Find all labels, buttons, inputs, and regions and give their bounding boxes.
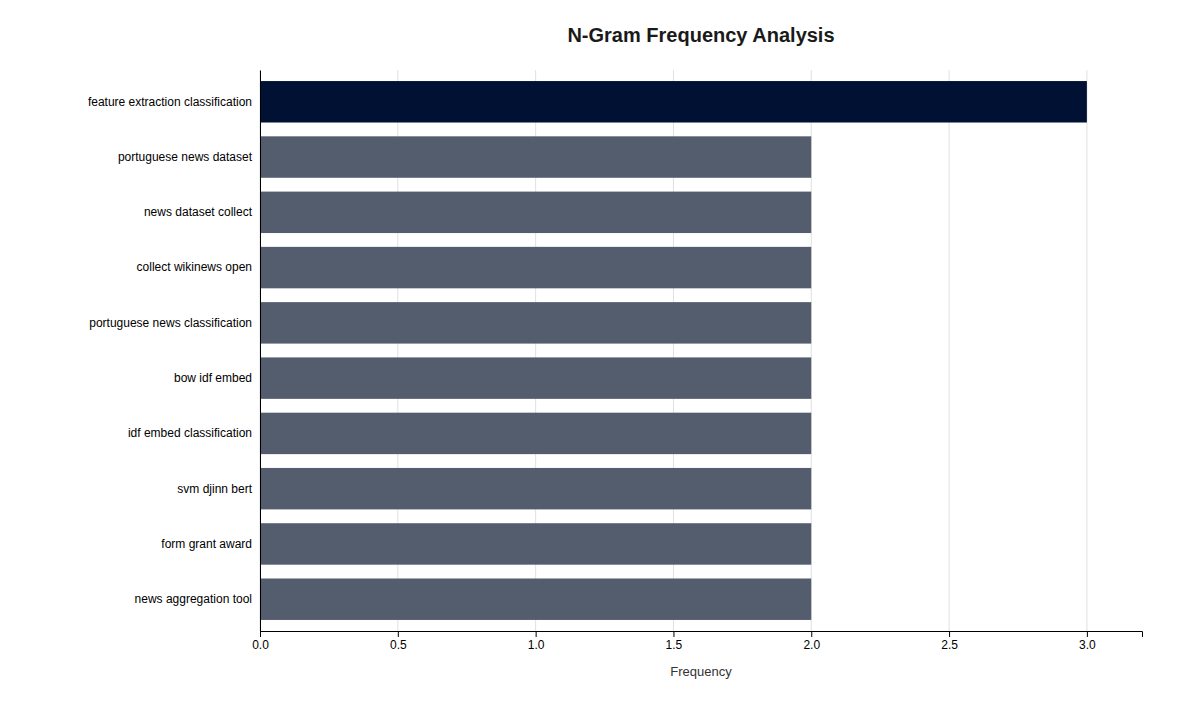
y-tick: collect wikinews open xyxy=(137,260,252,274)
chart: 0.0 0.5 1.0 1.5 2.0 2.5 3.0 news aggregation to… xyxy=(0,0,1182,701)
bar xyxy=(260,523,811,564)
x-tick: 2.0 xyxy=(803,631,820,652)
bar xyxy=(260,247,811,288)
y-tick: bow idf embed xyxy=(174,371,252,385)
bar xyxy=(260,136,811,177)
y-tick: idf embed classification xyxy=(128,426,252,440)
bar xyxy=(260,413,811,454)
y-tick-label: news dataset collect xyxy=(144,205,253,219)
x-tick-mark xyxy=(949,631,950,637)
x-tick: 1.0 xyxy=(528,631,545,652)
bar xyxy=(260,468,811,509)
y-tick: svm djinn bert xyxy=(177,482,252,496)
x-tick: 0.5 xyxy=(390,631,407,652)
x-tick-mark xyxy=(811,631,812,637)
y-tick: news aggregation tool xyxy=(135,592,252,606)
x-tick-label: 2.5 xyxy=(941,638,958,652)
x-axis-label: Frequency xyxy=(670,664,732,679)
x-tick-mark xyxy=(673,631,674,637)
x-tick-label: 0.5 xyxy=(390,638,407,652)
bar xyxy=(260,81,1087,122)
plot-area: 0.0 0.5 1.0 1.5 2.0 2.5 3.0 news aggregation to… xyxy=(88,70,1143,652)
bar xyxy=(260,578,811,619)
x-tick: 0.0 xyxy=(252,631,269,652)
x-tick: 3.0 xyxy=(1079,631,1096,652)
x-tick-label: 1.5 xyxy=(666,638,683,652)
y-tick: feature extraction classification xyxy=(88,95,252,109)
grid-line xyxy=(260,70,261,631)
y-tick-label: news aggregation tool xyxy=(135,592,252,606)
x-tick-mark xyxy=(260,631,261,637)
x-tick: 2.5 xyxy=(941,631,958,652)
y-tick-label: bow idf embed xyxy=(174,371,252,385)
x-axis: 0.0 0.5 1.0 1.5 2.0 2.5 3.0 xyxy=(252,631,1142,652)
bar xyxy=(260,302,811,343)
y-tick-label: form grant award xyxy=(161,537,252,551)
y-tick: portuguese news dataset xyxy=(118,150,253,164)
y-tick-label: svm djinn bert xyxy=(177,482,252,496)
title: N-Gram Frequency Analysis xyxy=(567,24,834,46)
y-tick-label: portuguese news classification xyxy=(89,316,252,330)
x-tick-mark xyxy=(1087,631,1088,637)
x-tick-mark xyxy=(536,631,537,637)
y-tick-label: feature extraction classification xyxy=(88,95,252,109)
grid xyxy=(260,70,1087,631)
x-tick-label: 1.0 xyxy=(528,638,545,652)
bar xyxy=(260,192,811,233)
x-tick-label: 2.0 xyxy=(803,638,820,652)
grid-line xyxy=(1086,70,1087,631)
y-tick: news dataset collect xyxy=(144,205,253,219)
x-axis-line xyxy=(261,632,1143,638)
y-tick-label: idf embed classification xyxy=(128,426,252,440)
grid-line xyxy=(949,70,950,631)
x-tick-label: 3.0 xyxy=(1079,638,1096,652)
x-tick: 1.5 xyxy=(666,631,683,652)
bar xyxy=(260,357,811,398)
y-tick: form grant award xyxy=(161,537,252,551)
y-tick-label: collect wikinews open xyxy=(137,260,252,274)
bars xyxy=(260,81,1087,620)
y-tick: portuguese news classification xyxy=(89,316,252,330)
x-tick-mark xyxy=(398,631,399,637)
y-tick-label: portuguese news dataset xyxy=(118,150,253,164)
y-axis-line xyxy=(260,71,261,632)
y-axis: news aggregation tool form grant award svm… xyxy=(88,71,261,632)
x-tick-label: 0.0 xyxy=(252,638,269,652)
